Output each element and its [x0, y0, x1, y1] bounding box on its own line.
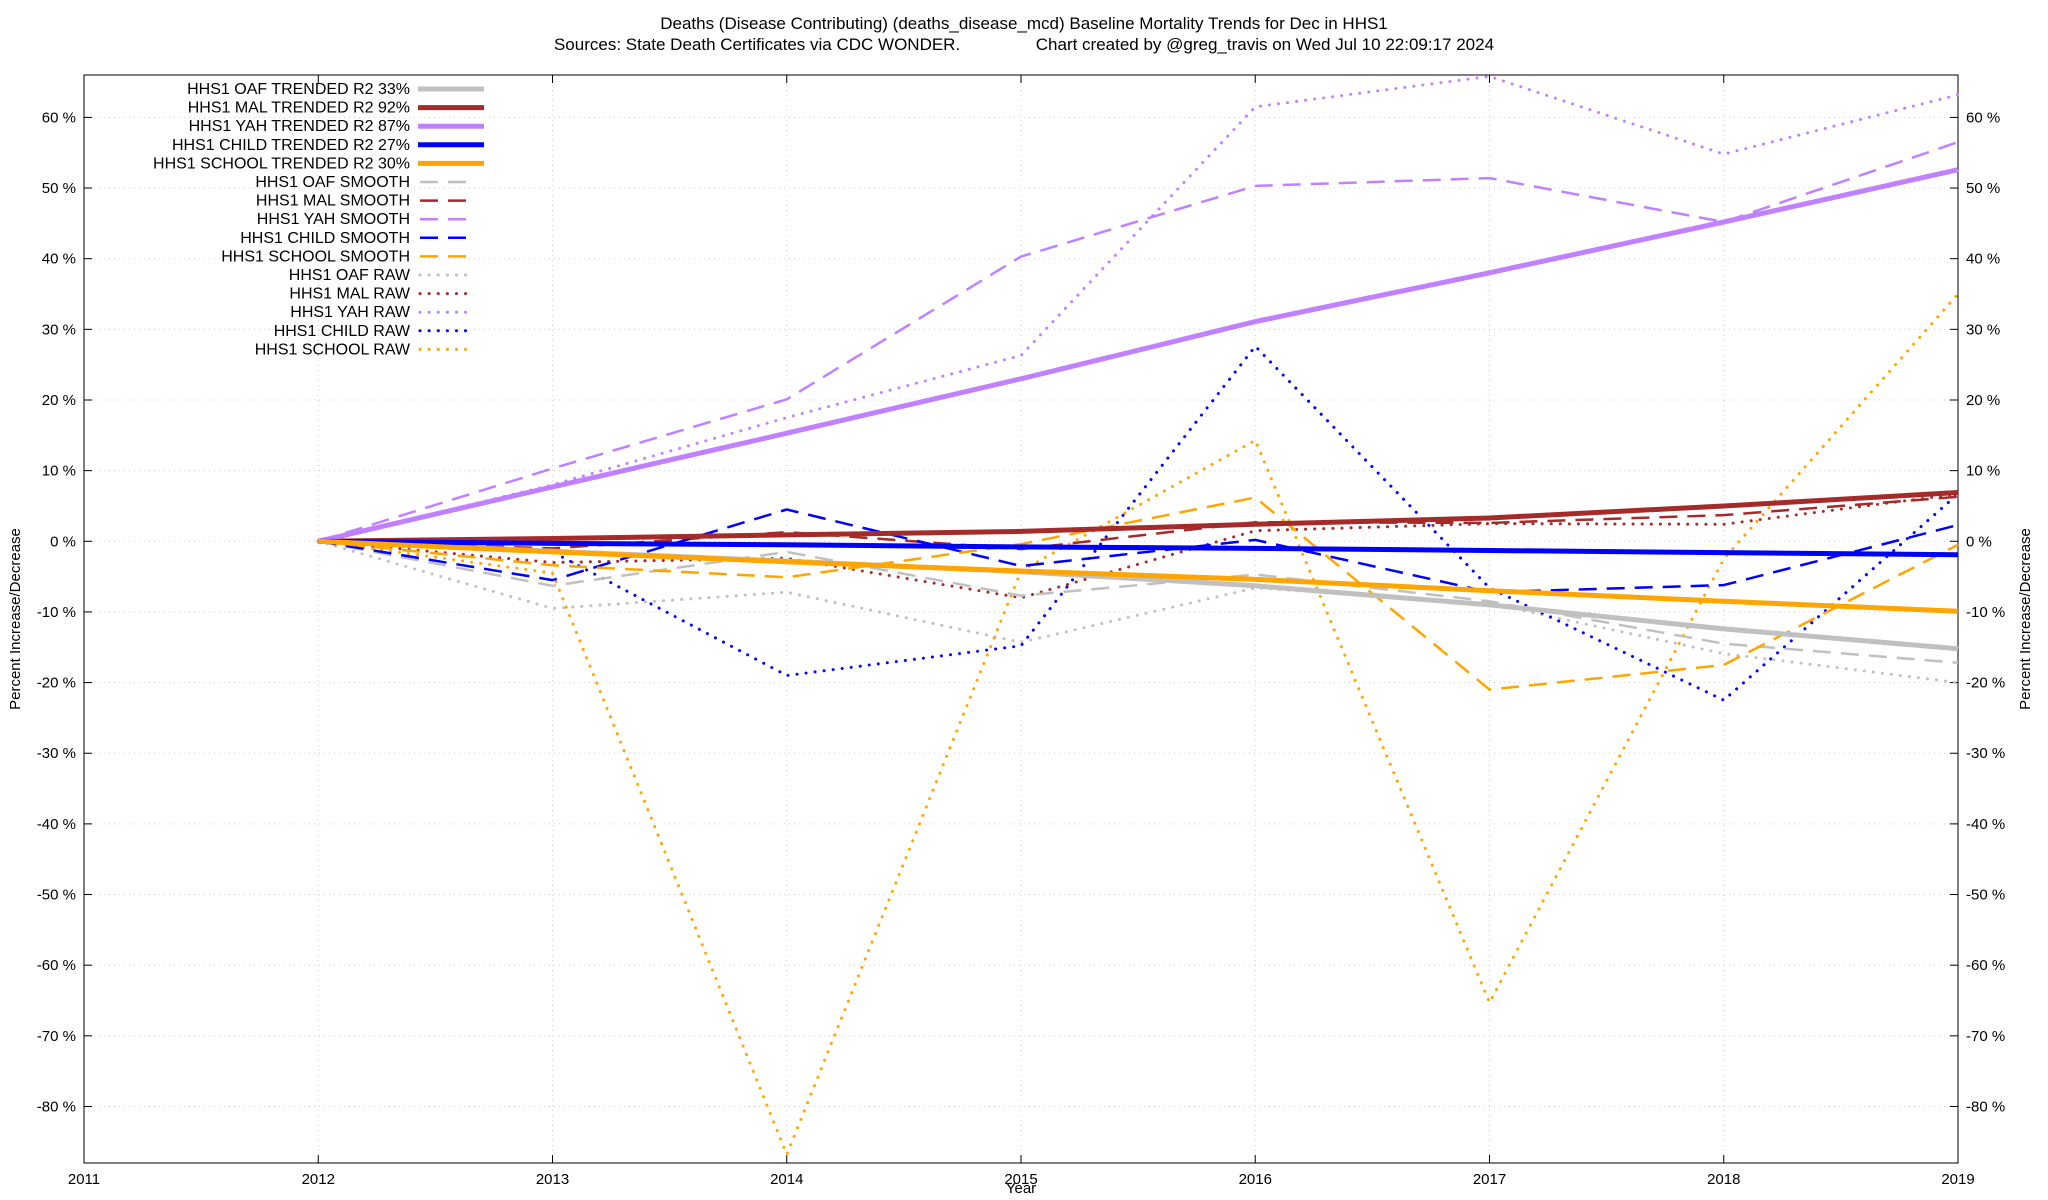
legend-label: HHS1 YAH TRENDED R2 87% — [189, 118, 410, 135]
series-line-8 — [318, 508, 1959, 594]
y-tick-label: -70 % — [1966, 1028, 2005, 1045]
y-tick-label: -50 % — [37, 887, 76, 904]
chart-subtitle: Sources: State Death Certificates via CD… — [554, 35, 1494, 54]
legend-label: HHS1 CHILD TRENDED R2 27% — [172, 137, 410, 154]
series-line-1 — [318, 490, 1959, 544]
legend-label: HHS1 CHILD SMOOTH — [240, 230, 410, 247]
y-tick-label: 10 % — [42, 463, 76, 480]
x-tick-label: 2011 — [68, 1171, 100, 1188]
series-line-10 — [316, 539, 1960, 685]
legend-label: HHS1 MAL TRENDED R2 92% — [188, 100, 410, 117]
legend-label: HHS1 SCHOOL SMOOTH — [221, 248, 410, 265]
y-tick-label: 40 % — [42, 251, 76, 268]
legend-label: HHS1 OAF TRENDED R2 33% — [187, 81, 410, 98]
y-tick-label: 20 % — [1966, 392, 2000, 409]
legend-label: HHS1 YAH SMOOTH — [257, 211, 410, 228]
x-tick-label: 2015 — [1004, 1171, 1037, 1188]
y-tick-label: 0 % — [1966, 533, 1992, 550]
series-line-12 — [316, 74, 1960, 543]
y-tick-label: 30 % — [1966, 321, 2000, 338]
y-tick-label: -20 % — [37, 675, 76, 692]
x-tick-label: 2012 — [302, 1171, 335, 1188]
legend-label: HHS1 MAL RAW — [289, 286, 411, 303]
series-line-4 — [318, 538, 1959, 614]
x-tick-label: 2017 — [1473, 1171, 1506, 1188]
series-line-5 — [318, 540, 1959, 665]
series-line-7 — [317, 140, 1959, 543]
y-axis-left: 60 % 50 % 40 % 30 % 20 % 10 % 0 % -10 % -20 % -30… — [37, 109, 92, 1115]
chart-title: Deaths (Disease Contributing) (deaths_di… — [660, 14, 1388, 33]
series-lines — [316, 74, 1960, 1156]
y-tick-label: 0 % — [50, 533, 76, 550]
series-line-9 — [318, 496, 1959, 691]
x-tick-label: 2014 — [770, 1171, 803, 1188]
x-tick-label: 2013 — [536, 1171, 569, 1188]
y-tick-label: -10 % — [37, 604, 76, 621]
y-tick-label: -40 % — [1966, 816, 2005, 833]
y-tick-label: -80 % — [1966, 1098, 2005, 1115]
y-tick-label: -50 % — [1966, 887, 2005, 904]
y-tick-label: 20 % — [42, 392, 76, 409]
y-tick-label: 50 % — [1966, 180, 2000, 197]
y-tick-label: 40 % — [1966, 251, 2000, 268]
y-tick-label: -60 % — [37, 957, 76, 974]
x-tick-label: 2016 — [1239, 1171, 1272, 1188]
legend-label: HHS1 OAF SMOOTH — [255, 174, 410, 191]
y-axis-label-right: Percent Increase/Decrease — [2017, 528, 2034, 710]
x-tick-label: 2018 — [1707, 1171, 1740, 1188]
y-tick-label: 60 % — [1966, 109, 2000, 126]
y-tick-label: 10 % — [1966, 463, 2000, 480]
y-axis-right: 60 % 50 % 40 % 30 % 20 % 10 % 0 % -10 % -20 % -30… — [1950, 109, 2005, 1115]
legend-label: HHS1 OAF RAW — [289, 267, 411, 284]
series-line-3 — [318, 538, 1959, 558]
y-tick-label: -60 % — [1966, 957, 2005, 974]
series-line-11 — [316, 492, 1960, 600]
legend-label: HHS1 MAL SMOOTH — [256, 193, 410, 210]
y-tick-label: -80 % — [37, 1098, 76, 1115]
legend-label: HHS1 SCHOOL RAW — [255, 341, 411, 358]
legend-label: HHS1 SCHOOL TRENDED R2 30% — [153, 155, 410, 172]
y-tick-label: 60 % — [42, 109, 76, 126]
y-tick-label: -30 % — [1966, 745, 2005, 762]
legend-label: HHS1 CHILD RAW — [274, 323, 411, 340]
x-tick-label: 2019 — [1941, 1171, 1974, 1188]
series-line-6 — [318, 495, 1959, 551]
y-tick-label: 30 % — [42, 321, 76, 338]
series-line-2 — [317, 167, 1959, 544]
x-axis-label: Year — [1006, 1180, 1036, 1197]
y-tick-label: 50 % — [42, 180, 76, 197]
y-tick-label: -70 % — [37, 1028, 76, 1045]
y-axis-label-left: Percent Increase/Decrease — [7, 528, 24, 710]
y-tick-label: -20 % — [1966, 675, 2005, 692]
y-tick-label: -40 % — [37, 816, 76, 833]
x-axis: 2011 2012 2013 2014 2015 2016 2017 2018 2019 — [68, 75, 1975, 1188]
legend-label: HHS1 YAH RAW — [290, 304, 411, 321]
legend: HHS1 OAF TRENDED R2 33% HHS1 MAL TRENDED … — [153, 81, 484, 358]
y-tick-label: -30 % — [37, 745, 76, 762]
y-tick-label: -10 % — [1966, 604, 2005, 621]
